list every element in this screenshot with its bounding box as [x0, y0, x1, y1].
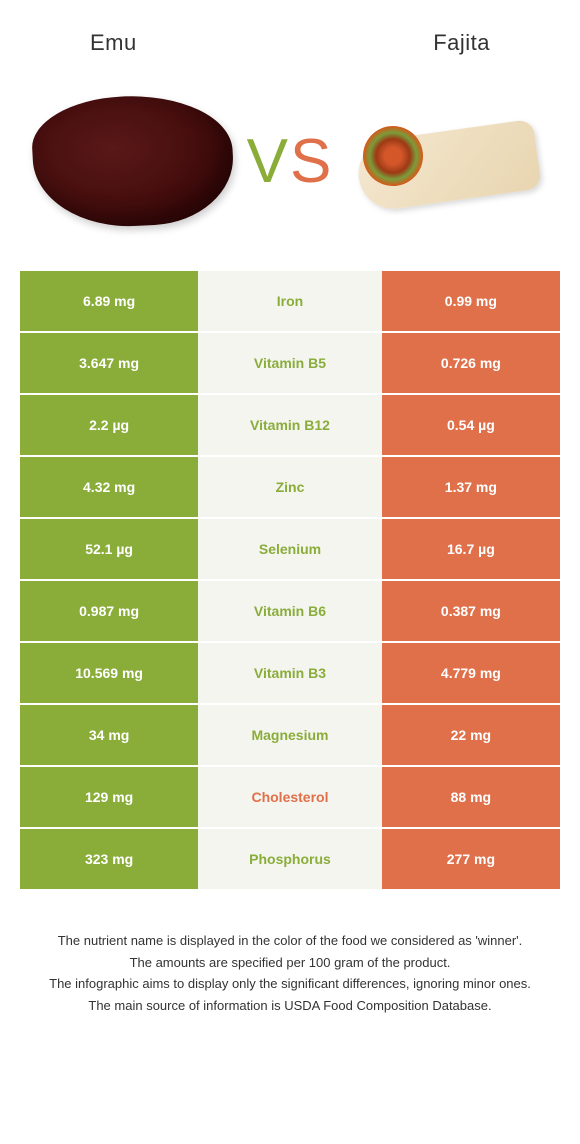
left-value-cell: 2.2 µg [20, 395, 198, 457]
footer-line-1: The nutrient name is displayed in the co… [35, 931, 545, 951]
nutrient-label-cell: Selenium [198, 519, 382, 581]
right-value-cell: 4.779 mg [382, 643, 560, 705]
nutrient-label-cell: Vitamin B6 [198, 581, 382, 643]
left-food-title: Emu [90, 30, 137, 56]
left-value-cell: 0.987 mg [20, 581, 198, 643]
nutrient-label-cell: Zinc [198, 457, 382, 519]
table-row: 34 mgMagnesium22 mg [20, 705, 560, 767]
right-value-cell: 1.37 mg [382, 457, 560, 519]
vs-s-letter: S [290, 127, 333, 196]
right-food-title: Fajita [433, 30, 490, 56]
left-value-cell: 52.1 µg [20, 519, 198, 581]
image-row: VS [20, 76, 560, 266]
table-row: 323 mgPhosphorus277 mg [20, 829, 560, 891]
nutrient-label-cell: Phosphorus [198, 829, 382, 891]
footer-notes: The nutrient name is displayed in the co… [20, 891, 560, 1015]
right-value-cell: 0.726 mg [382, 333, 560, 395]
nutrient-label-cell: Cholesterol [198, 767, 382, 829]
nutrient-label-cell: Vitamin B5 [198, 333, 382, 395]
table-row: 129 mgCholesterol88 mg [20, 767, 560, 829]
left-value-cell: 3.647 mg [20, 333, 198, 395]
left-value-cell: 10.569 mg [20, 643, 198, 705]
right-value-cell: 0.99 mg [382, 271, 560, 333]
left-value-cell: 34 mg [20, 705, 198, 767]
table-row: 10.569 mgVitamin B34.779 mg [20, 643, 560, 705]
table-row: 3.647 mgVitamin B50.726 mg [20, 333, 560, 395]
fajita-wrap-icon [353, 101, 543, 221]
right-value-cell: 277 mg [382, 829, 560, 891]
footer-line-4: The main source of information is USDA F… [35, 996, 545, 1016]
infographic-container: Emu Fajita VS 6.89 mgIron0.99 mg3.647 mg… [0, 0, 580, 1037]
footer-line-3: The infographic aims to display only the… [35, 974, 545, 994]
right-value-cell: 22 mg [382, 705, 560, 767]
left-value-cell: 6.89 mg [20, 271, 198, 333]
left-value-cell: 4.32 mg [20, 457, 198, 519]
table-row: 0.987 mgVitamin B60.387 mg [20, 581, 560, 643]
right-value-cell: 16.7 µg [382, 519, 560, 581]
left-value-cell: 129 mg [20, 767, 198, 829]
header-row: Emu Fajita [20, 20, 560, 76]
nutrient-table: 6.89 mgIron0.99 mg3.647 mgVitamin B50.72… [20, 271, 560, 891]
table-row: 2.2 µgVitamin B120.54 µg [20, 395, 560, 457]
vs-v-letter: V [247, 127, 290, 196]
nutrient-label-cell: Vitamin B12 [198, 395, 382, 457]
table-row: 6.89 mgIron0.99 mg [20, 271, 560, 333]
table-row: 52.1 µgSelenium16.7 µg [20, 519, 560, 581]
right-value-cell: 0.54 µg [382, 395, 560, 457]
vs-label: VS [247, 126, 334, 197]
table-row: 4.32 mgZinc1.37 mg [20, 457, 560, 519]
right-value-cell: 88 mg [382, 767, 560, 829]
nutrient-label-cell: Vitamin B3 [198, 643, 382, 705]
emu-meat-icon [29, 91, 236, 231]
nutrient-label-cell: Iron [198, 271, 382, 333]
left-value-cell: 323 mg [20, 829, 198, 891]
footer-line-2: The amounts are specified per 100 gram o… [35, 953, 545, 973]
right-food-image [335, 86, 560, 236]
right-value-cell: 0.387 mg [382, 581, 560, 643]
nutrient-label-cell: Magnesium [198, 705, 382, 767]
left-food-image [20, 86, 245, 236]
